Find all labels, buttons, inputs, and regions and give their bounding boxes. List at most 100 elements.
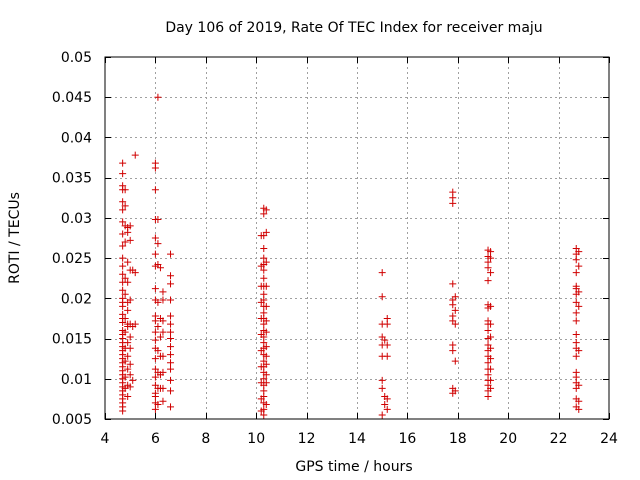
data-point — [167, 359, 175, 367]
data-point — [124, 306, 132, 314]
x-tick-label: 14 — [348, 431, 366, 447]
data-point — [151, 355, 159, 363]
data-point — [167, 280, 175, 288]
data-point — [121, 186, 129, 194]
data-point — [449, 199, 457, 207]
y-axis-tick-labels: 0.005 0.01 0.015 0.02 0.025 0.03 0.035 0.04 0.04… — [52, 50, 92, 428]
data-point — [487, 376, 495, 384]
y-tick-label: 0.025 — [52, 251, 92, 267]
data-point — [159, 368, 167, 376]
data-point — [487, 248, 495, 256]
data-point — [119, 318, 127, 326]
data-point — [262, 328, 270, 336]
data-point — [159, 352, 167, 360]
data-point — [381, 401, 389, 409]
data-point — [159, 288, 167, 296]
data-point — [159, 296, 167, 304]
y-tick-label: 0.035 — [52, 171, 92, 187]
data-point — [151, 392, 159, 400]
x-tick-label: 16 — [398, 431, 416, 447]
data-point — [119, 198, 127, 206]
plot-frame — [104, 56, 610, 420]
data-point — [487, 365, 495, 373]
y-tick-label: 0.045 — [52, 90, 92, 106]
data-point — [484, 359, 492, 367]
x-tick-label: 6 — [151, 431, 160, 447]
data-point — [260, 244, 268, 252]
data-point — [487, 333, 495, 341]
data-point — [154, 93, 162, 101]
data-point — [451, 357, 459, 365]
data-point — [487, 269, 495, 277]
data-point — [119, 218, 127, 226]
x-axis-tick-labels: 4 6 8 10 12 14 16 18 20 22 24 — [101, 431, 618, 447]
data-point — [383, 320, 391, 328]
data-point — [260, 274, 268, 282]
data-point — [383, 405, 391, 413]
data-points — [119, 93, 583, 419]
data-point — [378, 269, 386, 277]
x-tick-label: 4 — [101, 431, 110, 447]
data-point — [121, 274, 129, 282]
x-tick-label: 12 — [298, 431, 316, 447]
data-point — [126, 360, 134, 368]
data-point — [484, 327, 492, 335]
data-point — [126, 236, 134, 244]
data-point — [167, 343, 175, 351]
data-point — [151, 328, 159, 336]
data-point — [126, 371, 134, 379]
data-point — [260, 375, 268, 383]
data-point — [487, 254, 495, 262]
data-point — [119, 242, 127, 250]
data-point — [167, 335, 175, 343]
data-point — [119, 230, 127, 238]
data-point — [126, 333, 134, 341]
data-point — [484, 277, 492, 285]
data-point — [167, 312, 175, 320]
data-point — [119, 159, 127, 167]
x-axis-label: GPS time / hours — [295, 459, 412, 475]
data-point — [159, 317, 167, 325]
data-point — [487, 302, 495, 310]
data-point — [154, 215, 162, 223]
data-point — [575, 381, 583, 389]
data-point — [572, 309, 580, 317]
data-point — [151, 317, 159, 325]
data-point — [154, 322, 162, 330]
data-point — [124, 278, 132, 286]
y-tick-label: 0.015 — [52, 332, 92, 348]
chart-title: Day 106 of 2019, Rate Of TEC Index for r… — [165, 20, 542, 36]
data-point — [124, 365, 132, 373]
data-point — [487, 384, 495, 392]
data-point — [487, 355, 495, 363]
data-point — [156, 264, 164, 272]
data-point — [151, 373, 159, 381]
data-point — [129, 376, 137, 384]
data-point — [484, 392, 492, 400]
data-point — [126, 344, 134, 352]
data-point — [126, 383, 134, 391]
data-point — [126, 222, 134, 230]
y-tick-label: 0.02 — [61, 291, 92, 307]
data-point — [159, 328, 167, 336]
grid-lines — [105, 57, 609, 419]
data-point — [151, 250, 159, 258]
data-point — [260, 411, 268, 419]
data-point — [167, 250, 175, 258]
data-point — [121, 357, 129, 365]
data-point — [487, 344, 495, 352]
data-point — [154, 240, 162, 248]
data-point — [575, 405, 583, 413]
data-point — [119, 270, 127, 278]
x-tick-label: 18 — [449, 431, 467, 447]
data-point — [383, 395, 391, 403]
data-point — [572, 269, 580, 277]
data-point — [167, 387, 175, 395]
data-point — [154, 347, 162, 355]
data-point — [119, 254, 127, 262]
data-point — [575, 302, 583, 310]
y-tick-label: 0.03 — [61, 211, 92, 227]
data-point — [487, 320, 495, 328]
